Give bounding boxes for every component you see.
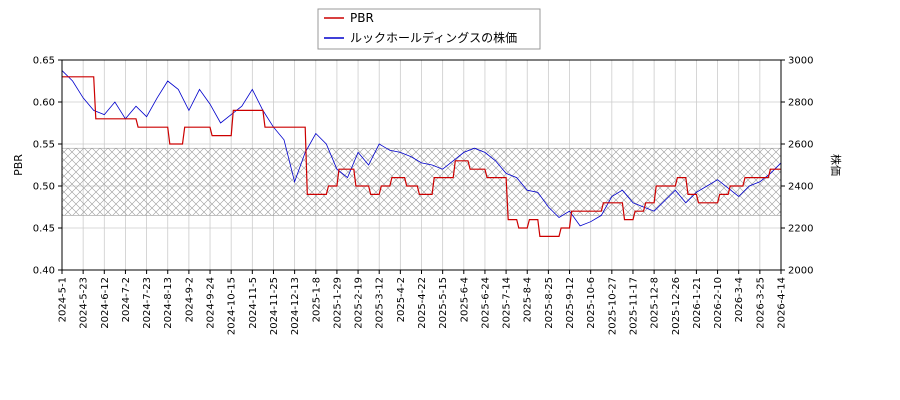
x-tick-label: 2025-6-24 [480,277,491,329]
x-tick-label: 2024-9-2 [184,277,195,322]
x-tick-label: 2025-12-26 [671,277,682,335]
x-tick-label: 2024-12-13 [290,277,301,335]
shaded-band [61,147,782,216]
x-tick-label: 2025-7-14 [502,277,513,329]
left-tick-label: 0.50 [33,182,55,193]
x-tick-label: 2025-9-12 [565,277,576,329]
price-series-line [62,70,781,227]
x-tick-label: 2024-6-12 [100,277,111,329]
left-tick-label: 0.60 [33,98,55,109]
x-tick-label: 2026-2-10 [713,277,724,329]
x-tick-label: 2025-1-8 [311,277,322,322]
right-tick-label: 2600 [788,140,813,151]
x-tick-label: 2024-10-15 [227,277,238,335]
pbr-series-line [62,76,781,237]
x-tick-label: 2024-5-23 [79,277,90,329]
left-tick-label: 0.55 [33,140,55,151]
x-tick-label: 2025-2-19 [354,277,365,329]
x-tick-label: 2026-1-21 [692,277,703,329]
x-tick-label: 2025-12-8 [650,277,661,329]
x-tick-label: 2026-4-14 [777,277,788,329]
left-tick-label: 0.45 [33,224,55,235]
x-tick-label: 2024-7-23 [142,277,153,329]
x-tick-label: 2024-11-5 [248,277,259,329]
x-tick-label: 2025-6-4 [459,277,470,322]
x-tick-label: 2025-10-6 [586,277,597,329]
x-tick-label: 2026-3-25 [755,277,766,329]
left-axis-title: PBR [12,154,25,176]
legend: PBR ルックホールディングスの株価 [317,8,541,50]
right-tick-label: 2400 [788,182,813,193]
right-tick-label: 2800 [788,98,813,109]
x-axis-ticks: 2024-5-1 2024-5-23 2024-6-12 2024-7-2 2024-7… [58,270,788,335]
legend-price-label: ルックホールディングスの株価 [350,30,517,45]
x-tick-label: 2024-5-1 [58,277,69,322]
left-tick-label: 0.40 [33,266,55,277]
x-tick-label: 2025-8-25 [544,277,555,329]
right-tick-label: 2200 [788,224,813,235]
right-axis-ticks: 2000 2200 2400 2600 2800 3000 [781,56,813,277]
x-tick-label: 2025-11-17 [628,277,639,335]
x-tick-label: 2025-10-27 [607,277,618,335]
x-tick-label: 2025-1-29 [332,277,343,329]
x-tick-label: 2024-11-25 [269,277,280,335]
x-tick-label: 2025-3-12 [375,277,386,329]
x-tick-label: 2024-8-13 [163,277,174,329]
right-tick-label: 2000 [788,266,813,277]
x-tick-label: 2025-4-22 [417,277,428,329]
x-tick-label: 2025-5-15 [438,277,449,329]
x-tick-label: 2025-8-4 [523,277,534,322]
x-tick-label: 2024-7-2 [121,277,132,322]
right-tick-label: 3000 [788,56,813,67]
x-tick-label: 2025-4-2 [396,277,407,322]
legend-pbr-label: PBR [350,11,374,25]
x-tick-label: 2026-3-4 [734,277,745,322]
x-tick-label: 2024-9-24 [206,277,217,329]
left-tick-label: 0.65 [33,56,55,67]
left-axis-ticks: 0.40 0.45 0.50 0.55 0.60 0.65 [33,56,62,277]
right-axis-title: 株価 [829,154,843,176]
